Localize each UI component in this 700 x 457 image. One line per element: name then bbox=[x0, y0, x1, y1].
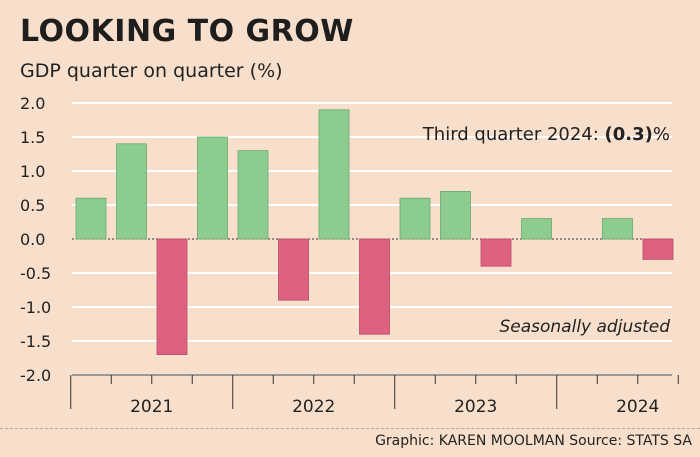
y-tick-label: 1.5 bbox=[20, 128, 45, 147]
y-tick-label: 0.5 bbox=[20, 196, 45, 215]
highlight-suffix: % bbox=[653, 124, 670, 145]
highlight-value: (0.3) bbox=[605, 124, 653, 145]
bar-2023-q4 bbox=[521, 218, 552, 240]
bar-2022-q1 bbox=[237, 150, 269, 240]
y-tick-label: 1.0 bbox=[20, 162, 45, 181]
highlight-prefix: Third quarter 2024: bbox=[422, 124, 605, 145]
chart-subtitle: GDP quarter on quarter (%) bbox=[20, 60, 283, 82]
bar-2024-q3 bbox=[642, 238, 674, 260]
bar-2021-q1 bbox=[75, 197, 107, 240]
y-tick-label: -1.0 bbox=[20, 298, 51, 317]
y-tick-label: -1.5 bbox=[20, 332, 51, 351]
chart-title: LOOKING TO GROW bbox=[20, 14, 354, 49]
year-label-2022: 2022 bbox=[292, 397, 335, 417]
footer-divider bbox=[0, 428, 700, 429]
bar-2022-q3 bbox=[318, 109, 350, 240]
y-tick-label: 2.0 bbox=[20, 94, 45, 113]
year-label-2024: 2024 bbox=[616, 397, 659, 417]
year-label-2023: 2023 bbox=[454, 397, 497, 417]
bar-2021-q2 bbox=[116, 143, 147, 240]
seasonally-adjusted-note: Seasonally adjusted bbox=[499, 317, 670, 337]
y-tick-label: -2.0 bbox=[20, 366, 51, 385]
bar-2021-q3 bbox=[156, 238, 188, 355]
y-tick-label: -0.5 bbox=[20, 264, 51, 283]
bar-2022-q4 bbox=[359, 238, 390, 335]
year-label-2021: 2021 bbox=[130, 397, 173, 417]
bar-2023-q1 bbox=[399, 197, 431, 240]
bar-2021-q4 bbox=[197, 136, 228, 240]
bar-2023-q2 bbox=[440, 190, 471, 240]
bar-2022-q2 bbox=[278, 238, 309, 301]
gdp-bar-chart: 2.0 1.5 1.0 0.5 0.0 -0.5 -1.0 -1.5 -2.0 2021 2022… bbox=[20, 94, 679, 417]
bar-2024-q2 bbox=[602, 218, 633, 240]
bar-2023-q3 bbox=[480, 238, 512, 267]
highlight-annotation: Third quarter 2024: (0.3)% bbox=[422, 124, 670, 145]
y-tick-label: 0.0 bbox=[20, 230, 45, 249]
footer-credit: Graphic: KAREN MOOLMAN Source: STATS SA bbox=[375, 433, 692, 449]
